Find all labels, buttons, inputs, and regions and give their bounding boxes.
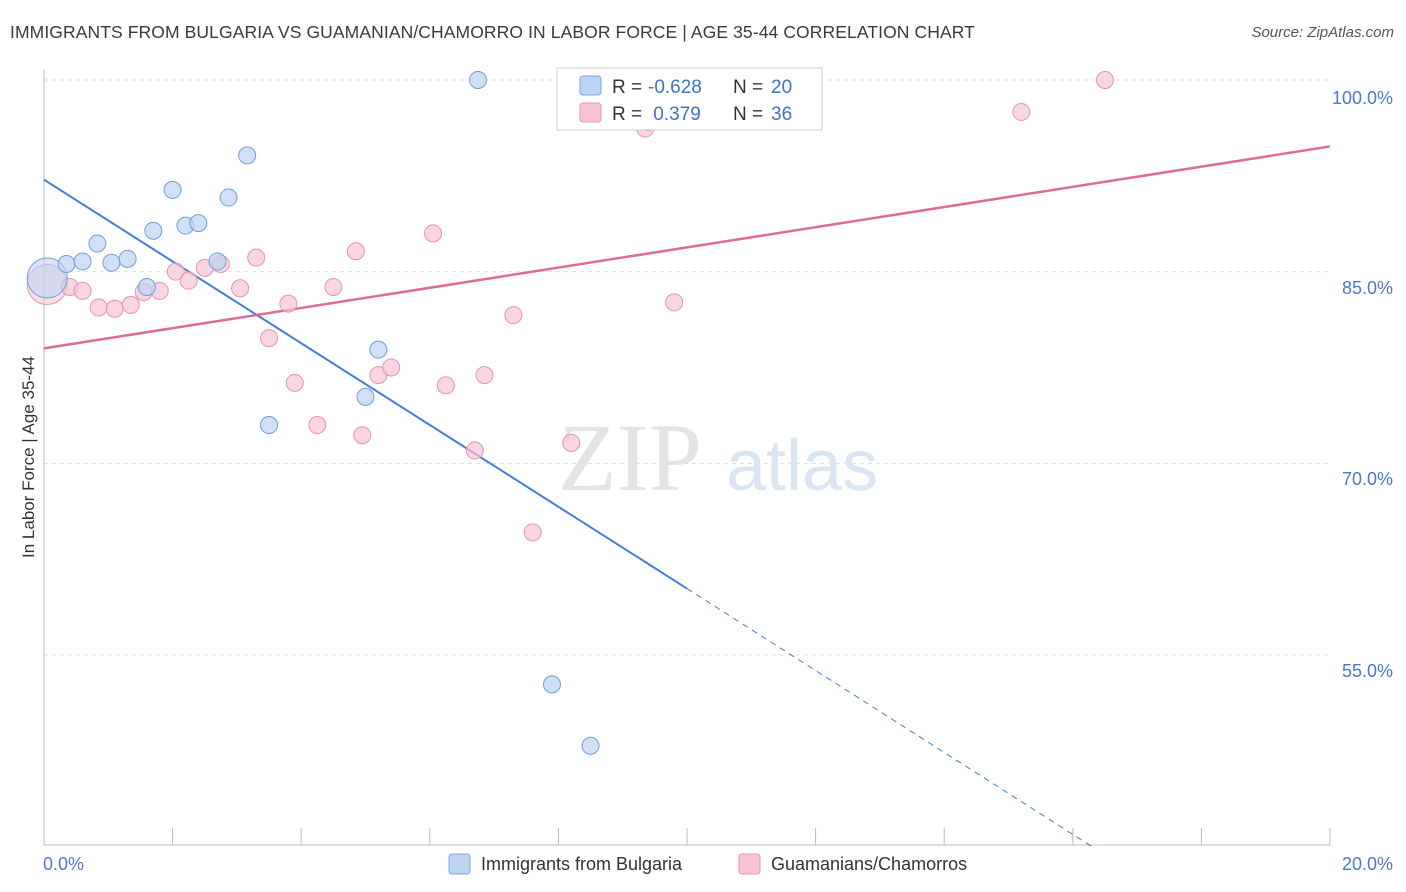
point-guamanian-13 xyxy=(247,248,266,267)
point-bulgaria-3 xyxy=(88,234,107,253)
y-tick-label-55: 55.0% xyxy=(1342,661,1393,681)
legend-n-value-2: 36 xyxy=(771,104,792,125)
point-bulgaria-4 xyxy=(102,253,121,272)
watermark-zip: ZIP xyxy=(558,404,702,511)
point-guamanian-23 xyxy=(424,224,443,243)
source-credit: Source: ZipAtlas.com xyxy=(1251,24,1394,41)
trend-lines xyxy=(43,145,1331,848)
point-bulgaria-14 xyxy=(260,416,279,434)
legend-n-label-2: N = xyxy=(733,104,763,125)
series-legend-label-bulgaria: Immigrants from Bulgaria xyxy=(481,854,683,874)
point-guamanian-3 xyxy=(89,298,108,317)
point-guamanian-24 xyxy=(436,376,455,395)
point-bulgaria-5 xyxy=(118,249,137,268)
point-guamanian-20 xyxy=(353,426,372,445)
point-bulgaria-12 xyxy=(137,278,156,296)
y-tick-label-85: 85.0% xyxy=(1342,278,1393,298)
legend-r-value-2: 0.379 xyxy=(648,104,701,125)
point-bulgaria-13 xyxy=(208,252,227,271)
point-guamanian-29 xyxy=(562,433,581,452)
point-guamanian-2 xyxy=(73,281,92,300)
point-guamanian-8 xyxy=(166,262,185,281)
point-guamanian-5 xyxy=(121,295,140,314)
legend-r-label-2: R = xyxy=(612,104,642,125)
y-tick-label-100: 100.0% xyxy=(1332,88,1393,108)
series-legend-label-guamanian: Guamanians/Chamorros xyxy=(771,854,967,874)
point-bulgaria-11 xyxy=(238,146,257,165)
point-guamanian-32 xyxy=(665,293,684,312)
point-guamanian-9 xyxy=(179,271,198,290)
chart-title: IMMIGRANTS FROM BULGARIA VS GUAMANIAN/CH… xyxy=(10,22,975,42)
legend-r-label-1: R = xyxy=(612,77,642,98)
watermark: ZIP atlas xyxy=(558,404,878,511)
point-guamanian-14 xyxy=(260,329,279,348)
point-bulgaria-0 xyxy=(26,257,68,299)
trend-line-bulgaria xyxy=(43,178,688,590)
grid-layer xyxy=(44,79,1330,656)
point-guamanian-28 xyxy=(523,523,542,542)
point-guamanian-4 xyxy=(105,299,124,318)
watermark-atlas: atlas xyxy=(726,426,878,506)
point-guamanian-25 xyxy=(465,441,484,460)
x-tick-label-max: 20.0% xyxy=(1342,854,1393,874)
point-guamanian-22 xyxy=(382,358,401,377)
point-bulgaria-6 xyxy=(144,221,163,240)
point-guamanian-35 xyxy=(1095,71,1114,89)
trend-line-bulgaria-extension xyxy=(686,588,1093,848)
point-bulgaria-9 xyxy=(189,214,208,233)
y-axis-label: In Labor Force | Age 35-44 xyxy=(19,356,38,558)
point-bulgaria-16 xyxy=(356,387,375,406)
legend-swatch-pink xyxy=(579,102,602,123)
x-axis-ticks xyxy=(43,828,1331,845)
point-guamanian-27 xyxy=(504,306,523,325)
series-legend: Immigrants from Bulgaria Guamanians/Cham… xyxy=(448,853,967,875)
legend-swatch-blue xyxy=(579,75,602,96)
legend-r-value-1: -0.628 xyxy=(648,77,702,98)
trend-line-guamanian xyxy=(43,145,1331,350)
x-tick-label-min: 0.0% xyxy=(43,854,84,874)
legend-n-label-1: N = xyxy=(733,77,763,98)
point-bulgaria-10 xyxy=(219,188,238,207)
point-guamanian-16 xyxy=(285,373,304,392)
point-bulgaria-18 xyxy=(542,675,561,694)
point-guamanian-34 xyxy=(1012,102,1031,121)
y-tick-labels: 100.0% 85.0% 70.0% 55.0% xyxy=(1332,88,1393,681)
point-guamanian-12 xyxy=(231,279,250,298)
series-legend-swatch-guamanian xyxy=(738,853,761,875)
y-tick-label-70: 70.0% xyxy=(1342,469,1393,489)
point-guamanian-18 xyxy=(324,278,343,296)
legend-n-value-1: 20 xyxy=(771,77,792,98)
point-bulgaria-15 xyxy=(369,340,388,359)
point-guamanian-26 xyxy=(475,366,494,385)
point-guamanian-19 xyxy=(346,242,365,261)
correlation-legend: R = -0.628 N = 20 R = 0.379 N = 36 xyxy=(556,67,823,131)
point-bulgaria-2 xyxy=(73,252,92,271)
point-guamanian-17 xyxy=(308,416,327,434)
series-legend-swatch-bulgaria xyxy=(448,853,471,875)
point-bulgaria-17 xyxy=(469,71,488,89)
point-bulgaria-1 xyxy=(57,255,76,273)
point-guamanian-15 xyxy=(279,294,298,313)
point-bulgaria-19 xyxy=(581,736,600,755)
point-bulgaria-7 xyxy=(163,180,182,199)
